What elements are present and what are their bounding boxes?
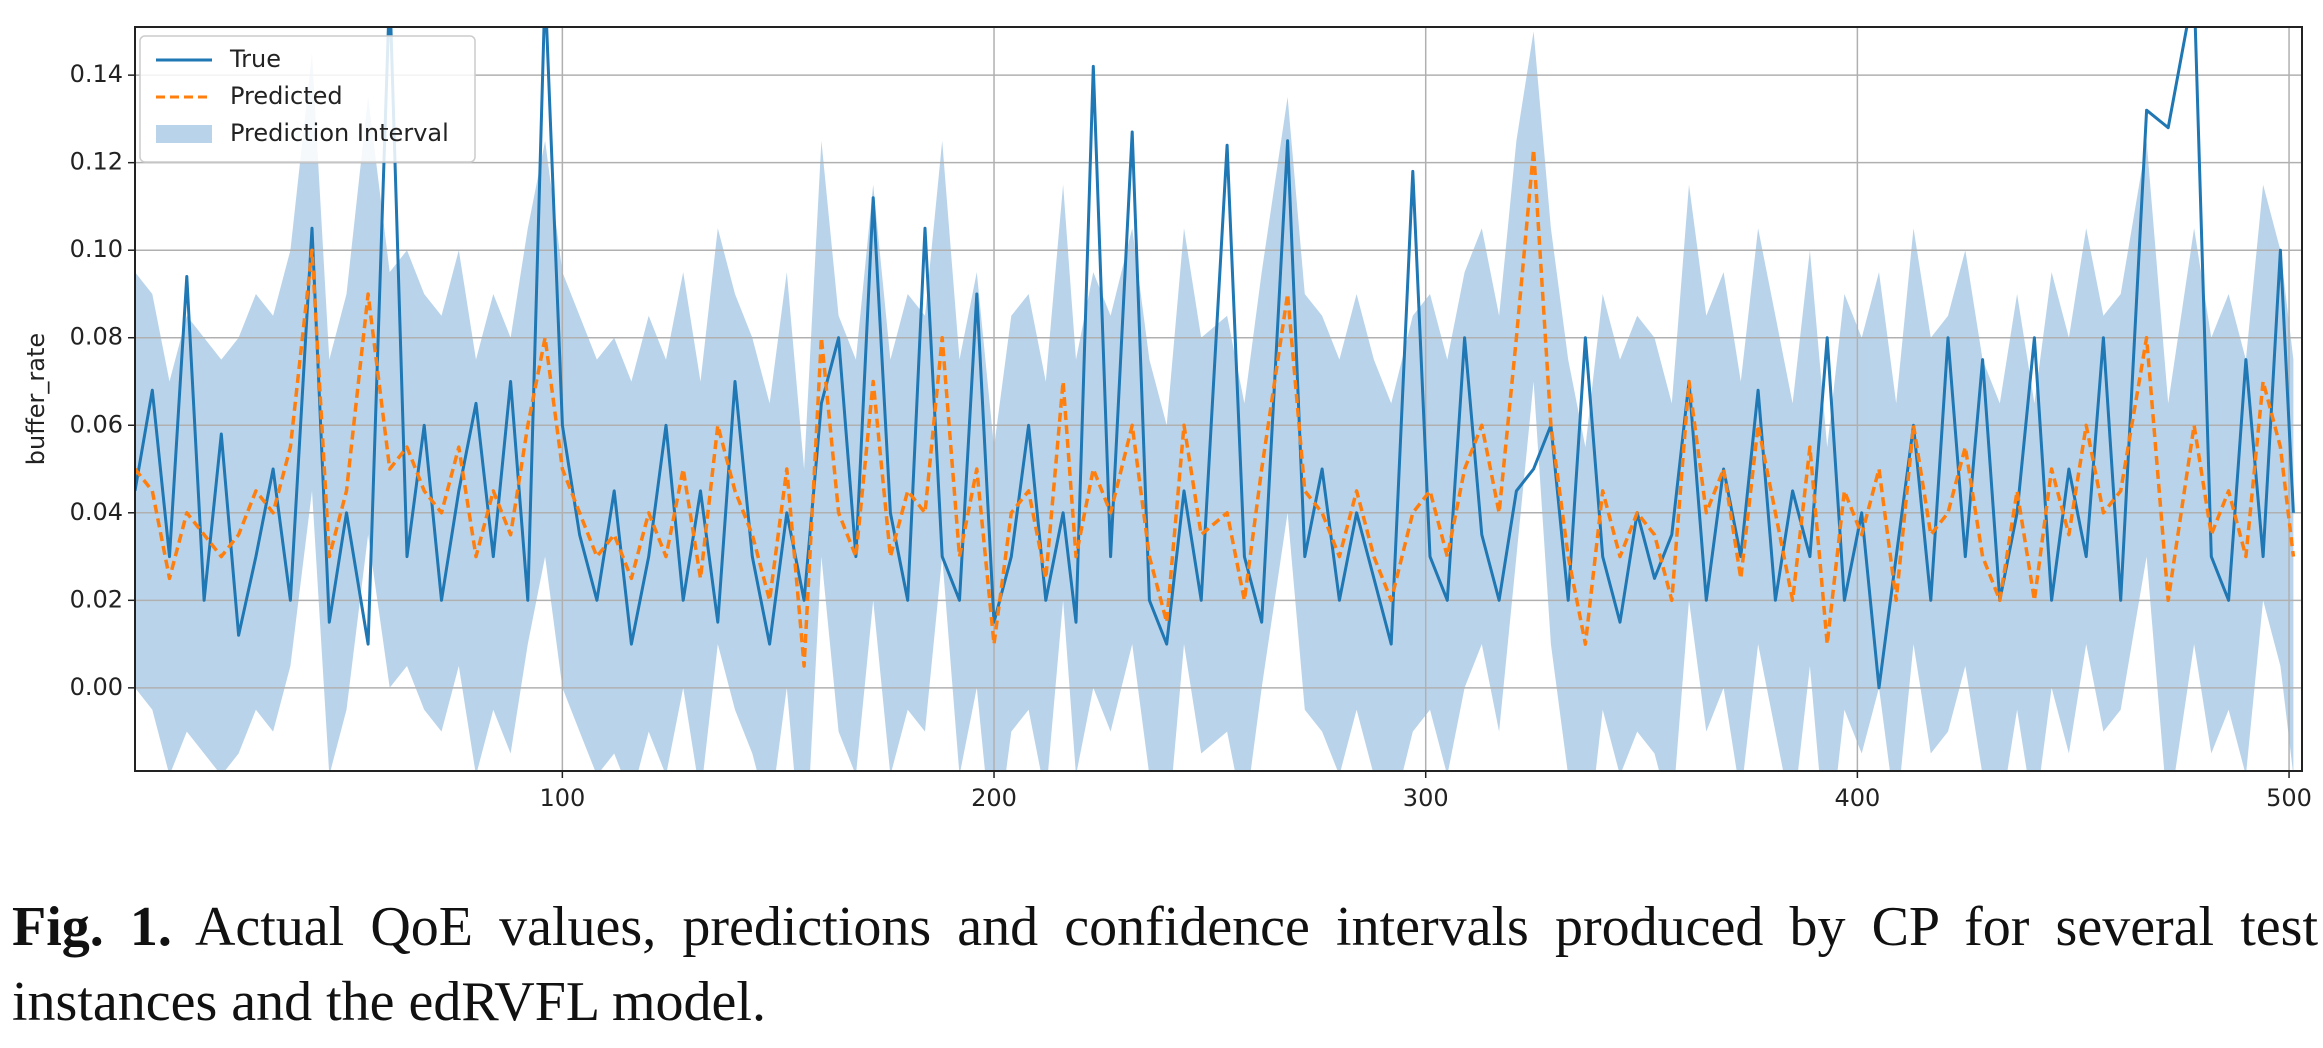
plot-frame — [134, 26, 2303, 772]
y-axis-label: buffer_rate — [22, 333, 50, 465]
caption: Fig. 1. Actual QoE values, predictions a… — [12, 890, 2318, 1040]
prediction-interval — [135, 31, 2294, 771]
caption-text: Actual QoE values, predictions and confi… — [12, 896, 2319, 1033]
y-tick-label: 0.00 — [70, 673, 123, 701]
y-tick-label: 0.04 — [70, 498, 123, 526]
series-line — [135, 27, 2295, 690]
caption-label: Fig. 1. — [12, 896, 172, 958]
x-tick-label: 500 — [2266, 784, 2312, 812]
y-tick-label: 0.12 — [70, 148, 123, 176]
legend-swatch — [156, 125, 212, 143]
series-line — [135, 147, 2296, 668]
x-tick-label: 100 — [539, 784, 585, 812]
y-tick-label: 0.10 — [70, 235, 123, 263]
x-tick-label: 400 — [1834, 784, 1880, 812]
chart: buffer_rate 100 200 300 400 500 0.00 0.02 0.04 0… — [22, 26, 2312, 812]
x-tick-label: 200 — [971, 784, 1017, 812]
legend-label: Prediction Interval — [230, 119, 449, 147]
legend-label: Predicted — [230, 82, 343, 110]
legend-label: True — [229, 45, 281, 73]
y-tick-label: 0.08 — [70, 323, 123, 351]
plot-area — [135, 27, 2302, 771]
y-tick-label: 0.14 — [70, 60, 123, 88]
y-tick-label: 0.06 — [70, 410, 123, 438]
y-tick-label: 0.02 — [70, 585, 123, 613]
x-tick-label: 300 — [1403, 784, 1449, 812]
legend: True Predicted Prediction Interval — [139, 35, 476, 163]
legend-box — [139, 35, 476, 163]
